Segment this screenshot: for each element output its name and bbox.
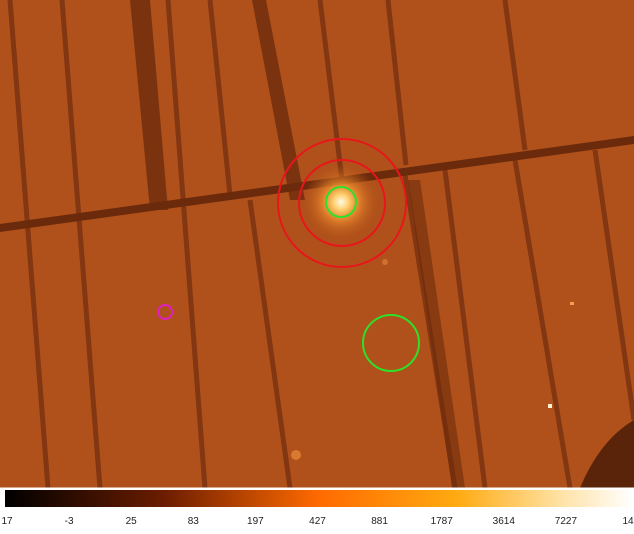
colorbar-label: 7227: [555, 516, 578, 527]
colorbar-label: 881: [371, 516, 388, 527]
colorbar-label: 197: [247, 516, 264, 527]
colorbar-label: 427: [309, 516, 326, 527]
colorbar-label: 25: [126, 516, 138, 527]
sky-image: [0, 0, 634, 489]
colorbar-label: 17: [1, 516, 13, 527]
colorbar: [5, 490, 632, 507]
colorbar-label: 1787: [431, 516, 454, 527]
colorbar-label: -3: [65, 516, 74, 527]
colorbar-label: 83: [188, 516, 200, 527]
regions: [157, 138, 420, 372]
colorbar-label: 3614: [493, 516, 516, 527]
colorbar-label: 14: [622, 516, 634, 527]
